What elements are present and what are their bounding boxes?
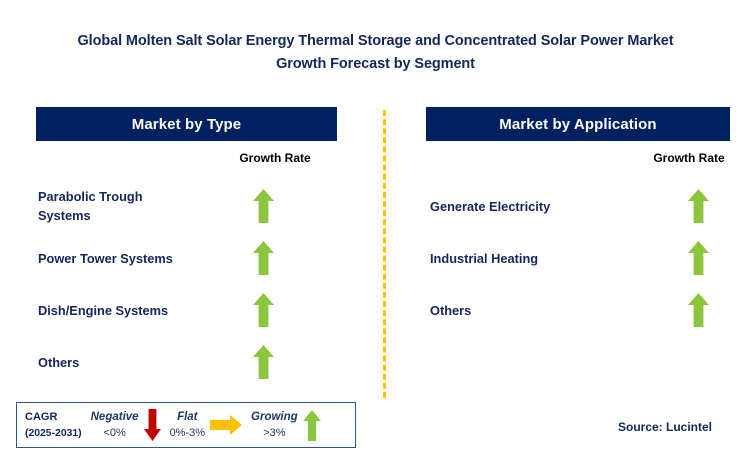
segment-growth-cell: [248, 189, 338, 223]
segment-list-market-by-type: Parabolic Trough Systems Power Tower Sys…: [38, 180, 338, 388]
segment-label-line-1: Generate Electricity: [430, 198, 551, 214]
arrow-up-green-icon: [302, 409, 321, 441]
segment-row: Generate Electricity: [430, 180, 730, 232]
arrow-up-green-icon: [253, 345, 274, 379]
panel-header-market-by-type-label: Market by Type: [131, 115, 242, 133]
arrow-up-green-icon: [688, 241, 709, 275]
legend-item-text: Negative <0%: [91, 409, 139, 441]
panel-divider-dashed: [383, 110, 386, 398]
legend-term: Negative: [90, 411, 139, 423]
page-title: Global Molten Salt Solar Energy Thermal …: [0, 30, 751, 76]
segment-row: Industrial Heating: [430, 232, 730, 284]
segment-row: Parabolic Trough Systems: [38, 180, 338, 232]
legend-range: >3%: [263, 427, 286, 439]
segment-label: Others: [38, 353, 248, 372]
segment-growth-cell: [248, 345, 338, 379]
legend-icon-wrap: [143, 409, 161, 441]
segment-list-market-by-application: Generate Electricity Industrial Heating …: [430, 180, 730, 336]
segment-row: Dish/Engine Systems: [38, 284, 338, 336]
arrow-up-green-icon: [253, 189, 274, 223]
segment-row: Others: [38, 336, 338, 388]
segment-growth-cell: [248, 241, 338, 275]
segment-label: Generate Electricity: [430, 197, 675, 216]
segment-label: Power Tower Systems: [38, 249, 248, 268]
page-title-line-1: Global Molten Salt Solar Energy Thermal …: [77, 33, 674, 49]
segment-row: Others: [430, 284, 730, 336]
panel-header-market-by-application-label: Market by Application: [499, 115, 657, 133]
segment-growth-cell: [675, 241, 730, 275]
arrow-up-green-icon: [688, 293, 709, 327]
legend-cagr-box: CAGR (2025-2031) Negative <0% Flat 0%-3%: [16, 402, 356, 448]
segment-label-line-1: Others: [430, 302, 472, 318]
legend-term: Growing: [251, 411, 298, 423]
arrow-up-green-icon: [253, 241, 274, 275]
legend-item-text: Growing >3%: [251, 409, 298, 441]
segment-label-line-1: Others: [38, 354, 80, 370]
legend-term: Flat: [177, 411, 198, 423]
legend-icon-wrap: [302, 409, 321, 441]
segment-row: Power Tower Systems: [38, 232, 338, 284]
legend-cagr-years: (2025-2031): [25, 427, 82, 439]
arrow-up-green-icon: [253, 293, 274, 327]
segment-label: Industrial Heating: [430, 249, 675, 268]
segment-label: Parabolic Trough Systems: [38, 187, 248, 225]
arrow-down-red-icon: [143, 409, 161, 441]
legend-item-growing: Growing >3%: [251, 409, 321, 441]
segment-label-line-1: Industrial Heating: [430, 250, 539, 266]
column-label-growth-rate-type: Growth Rate: [239, 151, 311, 165]
legend-item-negative: Negative <0%: [91, 409, 161, 441]
segment-label-line-1: Power Tower Systems: [38, 250, 173, 266]
legend-item-flat: Flat 0%-3%: [170, 409, 243, 441]
legend-range: <0%: [103, 427, 126, 439]
column-label-growth-rate-application: Growth Rate: [653, 151, 725, 165]
legend-cagr-label: CAGR: [25, 410, 58, 423]
segment-growth-cell: [248, 293, 338, 327]
page-title-line-2: Growth Forecast by Segment: [276, 56, 475, 72]
segment-label: Dish/Engine Systems: [38, 301, 248, 320]
arrow-up-green-icon: [688, 189, 709, 223]
segment-growth-cell: [675, 293, 730, 327]
segment-label-line-2: Systems: [38, 208, 91, 223]
segment-label-line-1: Dish/Engine Systems: [38, 302, 169, 318]
panel-header-market-by-type: Market by Type: [36, 107, 337, 141]
legend-icon-wrap: [210, 415, 243, 435]
legend-cagr-title: CAGR (2025-2031): [17, 409, 82, 442]
segment-label-line-1: Parabolic Trough: [38, 189, 143, 204]
arrow-right-yellow-icon: [210, 415, 243, 435]
segment-growth-cell: [675, 189, 730, 223]
panel-header-market-by-application: Market by Application: [426, 107, 730, 141]
legend-item-text: Flat 0%-3%: [170, 409, 205, 441]
source-note: Source: Lucintel: [617, 420, 712, 434]
segment-label: Others: [430, 301, 675, 320]
legend-range: 0%-3%: [169, 427, 206, 439]
